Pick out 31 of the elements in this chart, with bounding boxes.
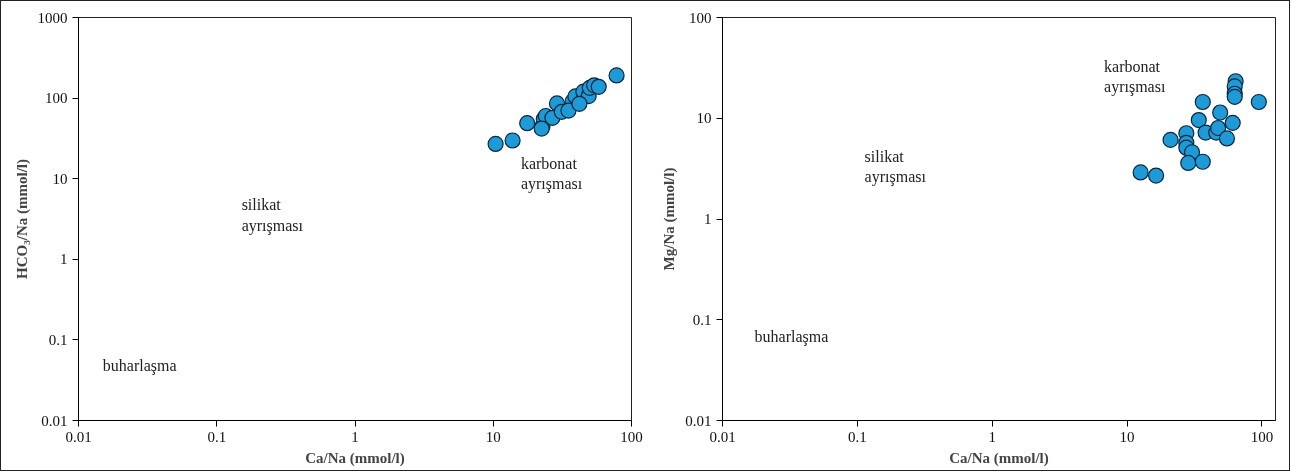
annotation: silikat ayrışması	[241, 196, 304, 235]
y-tick-label: 1	[704, 211, 712, 227]
x-axis-title: Ca/Na (mmol/l)	[305, 449, 405, 467]
y-tick-label: 100	[689, 9, 712, 26]
x-tick-label: 0.01	[709, 428, 736, 445]
y-tick-label: 10	[52, 170, 68, 187]
annotation: silikat ayrışması	[864, 148, 927, 187]
x-tick-label: 100	[1250, 428, 1274, 445]
x-tick-label: 1	[988, 428, 996, 445]
x-tick-label: 0.1	[207, 428, 227, 445]
x-tick-label: 0.1	[847, 428, 867, 445]
x-tick-label: 10	[485, 428, 501, 445]
y-tick-label: 1000	[37, 9, 68, 26]
y-tick-label: 0.01	[685, 412, 712, 429]
x-tick-label: 1	[351, 428, 359, 445]
annotation: karbonat ayrışması	[520, 154, 583, 193]
y-tick-label: 0.1	[48, 331, 68, 348]
annotation: buharlaşma	[102, 357, 177, 376]
y-tick-label: 100	[45, 90, 68, 107]
y-tick-label: 0.1	[692, 311, 712, 328]
annotation: buharlaşma	[754, 327, 829, 346]
x-tick-label: 0.01	[65, 428, 92, 445]
y-tick-label: 1	[60, 251, 68, 268]
x-tick-label: 100	[620, 428, 643, 445]
y-axis-title: Mg/Na (mmol/l)	[661, 167, 679, 271]
x-axis-title: Ca/Na (mmol/l)	[949, 449, 1049, 467]
y-axis-title: HCO₃/Na (mmol/l)	[13, 159, 31, 279]
y-tick-label: 0.01	[41, 412, 68, 429]
y-tick-label: 10	[696, 110, 712, 127]
x-tick-label: 10	[1119, 428, 1135, 445]
annotation: karbonat ayrışması	[1104, 57, 1166, 97]
